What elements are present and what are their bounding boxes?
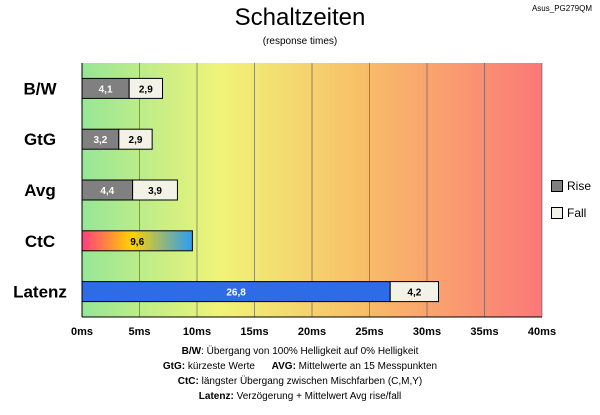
x-tick-label-8: 40ms bbox=[528, 326, 556, 338]
chart-notes: B/W: Übergang von 100% Helligkeit auf 0%… bbox=[0, 344, 600, 404]
x-tick-label-2: 10ms bbox=[183, 326, 211, 338]
x-tick-label-7: 35ms bbox=[470, 326, 498, 338]
x-tick-label-1: 5ms bbox=[128, 326, 150, 338]
bar-fall-avg bbox=[132, 179, 178, 201]
note-ctc: CtC: längster Übergang zwischen Mischfar… bbox=[177, 376, 423, 387]
label-fall-latenz: 4,2 bbox=[407, 288, 421, 299]
response-time-chart: 4,1 2,9 3,2 2,9 4,4 3,9 9,6 26,8 4,2 B/W GtG Avg Ct… bbox=[13, 63, 556, 338]
bar-fall-latenz bbox=[389, 281, 440, 303]
x-tick-label-4: 20ms bbox=[298, 326, 326, 338]
chart-subtitle: (response times) bbox=[262, 36, 338, 47]
note-gtg-avg: GtG: kürzeste Werte AVG: Mittelwerte an … bbox=[162, 361, 438, 372]
chart-title: Schaltzeiten bbox=[234, 4, 366, 31]
bar-rise-ctc bbox=[81, 230, 193, 252]
chart-legend: Rise Fall bbox=[551, 179, 591, 233]
row-label-ctc: CtC bbox=[25, 232, 55, 251]
x-tick-label-0: 0ms bbox=[71, 326, 93, 338]
bar-fall-b-w bbox=[128, 77, 163, 99]
bar-fall-gtg bbox=[118, 128, 153, 150]
label-rise-ctc: 9,6 bbox=[130, 237, 144, 248]
row-label-latenz: Latenz bbox=[13, 283, 67, 302]
row-label-gtg: GtG bbox=[24, 130, 56, 149]
label-fall-b-w: 2,9 bbox=[139, 84, 153, 95]
legend-item-fall: Fall bbox=[551, 206, 591, 220]
label-rise-avg: 4,4 bbox=[100, 186, 114, 197]
row-label-avg: Avg bbox=[24, 181, 56, 200]
label-rise-gtg: 3,2 bbox=[93, 135, 107, 146]
x-tick-label-6: 30ms bbox=[413, 326, 441, 338]
legend-label-fall: Fall bbox=[567, 206, 587, 220]
x-tick-label-5: 25ms bbox=[355, 326, 383, 338]
note-bw: B/W: Übergang von 100% Helligkeit auf 0%… bbox=[181, 346, 419, 357]
note-latenz: Latenz: Verzögerung + Mittelwert Avg ris… bbox=[198, 391, 402, 402]
legend-label-rise: Rise bbox=[567, 179, 592, 193]
legend-swatch-fall bbox=[551, 207, 563, 219]
label-fall-gtg: 2,9 bbox=[129, 135, 143, 146]
row-label-b-w: B/W bbox=[23, 79, 57, 98]
label-fall-avg: 3,9 bbox=[148, 186, 162, 197]
label-rise-b-w: 4,1 bbox=[99, 84, 113, 95]
legend-swatch-rise bbox=[551, 180, 563, 192]
x-tick-label-3: 15ms bbox=[240, 326, 268, 338]
monitor-model-label: Asus_PG279QM bbox=[531, 4, 592, 13]
legend-item-rise: Rise bbox=[551, 179, 591, 193]
label-rise-latenz: 26,8 bbox=[226, 288, 246, 299]
